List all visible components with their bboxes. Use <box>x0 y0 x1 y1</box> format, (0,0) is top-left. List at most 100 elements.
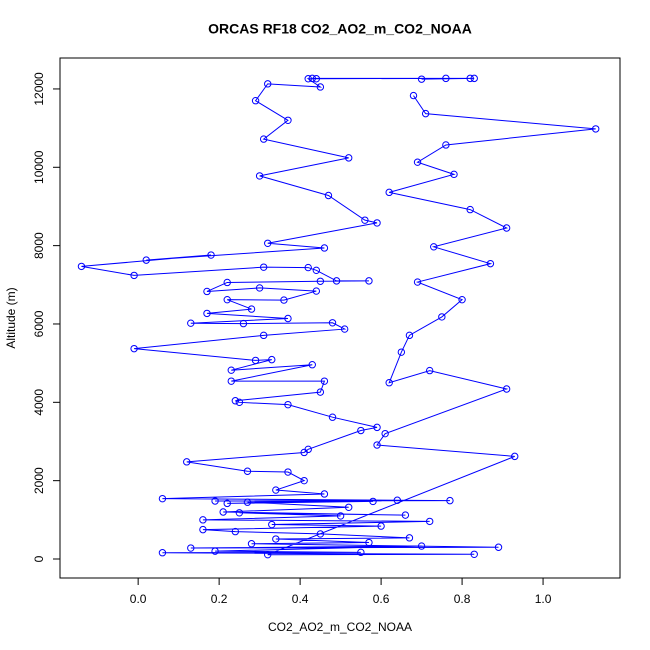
data-point <box>259 263 268 271</box>
data-point <box>316 277 325 285</box>
data-point <box>373 423 381 432</box>
data-point <box>405 534 414 542</box>
data-point <box>251 356 260 365</box>
data-point <box>187 319 195 327</box>
data-point <box>385 188 393 197</box>
y-tick-label: 4000 <box>32 389 46 416</box>
data-point <box>284 116 292 124</box>
data-point <box>268 520 276 529</box>
y-tick-label: 8000 <box>32 232 46 259</box>
data-point <box>227 377 235 385</box>
data-point <box>345 503 353 511</box>
data-point <box>413 158 422 166</box>
data-point <box>300 448 308 457</box>
data-point <box>203 287 211 296</box>
data-point <box>264 239 272 247</box>
data-point <box>243 498 252 506</box>
data-point <box>207 251 215 259</box>
data-point <box>502 385 511 393</box>
data-point <box>320 377 329 385</box>
data-point <box>231 527 240 536</box>
data-point <box>259 331 268 340</box>
data-point <box>272 486 280 494</box>
data-point <box>417 75 426 83</box>
data-point <box>316 83 325 91</box>
data-point <box>235 509 244 517</box>
y-axis-label: Altitude (m) <box>4 287 18 348</box>
data-point <box>280 296 288 304</box>
data-point <box>300 476 308 485</box>
data-point <box>361 216 369 224</box>
data-point <box>304 263 312 272</box>
data-point <box>430 243 438 251</box>
data-point <box>502 224 511 232</box>
data-point <box>183 458 191 466</box>
data-point <box>219 508 227 516</box>
y-tick-label: 2000 <box>32 467 46 494</box>
x-tick-label: 0.6 <box>373 592 390 606</box>
data-point <box>312 266 321 275</box>
data-point <box>227 366 235 374</box>
data-point <box>259 135 268 143</box>
data-point <box>328 319 337 327</box>
data-point <box>405 331 414 340</box>
data-point <box>470 74 478 83</box>
data-point <box>284 314 292 323</box>
data-point <box>199 516 207 524</box>
data-point <box>345 154 353 162</box>
data-point <box>336 512 345 520</box>
data-point <box>470 550 478 559</box>
data-point <box>312 75 321 83</box>
data-point <box>130 344 138 353</box>
data-point <box>369 497 377 506</box>
data-point <box>158 494 167 503</box>
data-point <box>308 361 316 369</box>
data-point <box>203 309 211 318</box>
data-point <box>385 379 393 387</box>
x-axis-label: CO2_AO2_m_CO2_NOAA <box>268 620 412 634</box>
data-point <box>486 259 495 268</box>
data-point <box>320 490 329 498</box>
data-point <box>397 348 406 356</box>
data-point <box>247 305 256 313</box>
data-point <box>272 535 280 543</box>
data-point <box>417 542 426 550</box>
data-point <box>365 538 373 547</box>
data-point <box>466 74 474 83</box>
data-point <box>393 496 401 504</box>
x-tick-label: 0.0 <box>130 592 147 606</box>
y-tick-label: 12000 <box>32 72 46 106</box>
data-point <box>77 262 86 271</box>
data-point <box>255 284 264 292</box>
data-point <box>308 74 316 83</box>
data-point <box>211 547 219 555</box>
data-point <box>304 75 312 83</box>
data-point <box>199 525 207 534</box>
data-point <box>324 191 333 200</box>
data-point <box>187 544 195 552</box>
plot-frame <box>59 57 621 579</box>
data-point <box>365 277 373 285</box>
data-point <box>223 278 231 287</box>
data-point <box>442 141 450 149</box>
data-point <box>373 219 381 227</box>
data-point <box>421 109 430 118</box>
data-point <box>316 388 325 396</box>
data-point <box>268 355 276 364</box>
data-point <box>409 91 418 100</box>
data-point <box>284 400 292 409</box>
data-point <box>316 530 325 538</box>
data-point <box>458 295 466 304</box>
data-point <box>381 429 389 438</box>
data-point <box>239 319 248 328</box>
data-point <box>284 468 292 476</box>
data-point <box>130 271 138 280</box>
y-tick-label: 0 <box>32 555 46 562</box>
data-point <box>401 511 410 519</box>
data-point <box>255 172 264 180</box>
data-point <box>357 548 365 557</box>
y-tick-label: 10000 <box>32 150 46 184</box>
data-point <box>438 313 446 321</box>
